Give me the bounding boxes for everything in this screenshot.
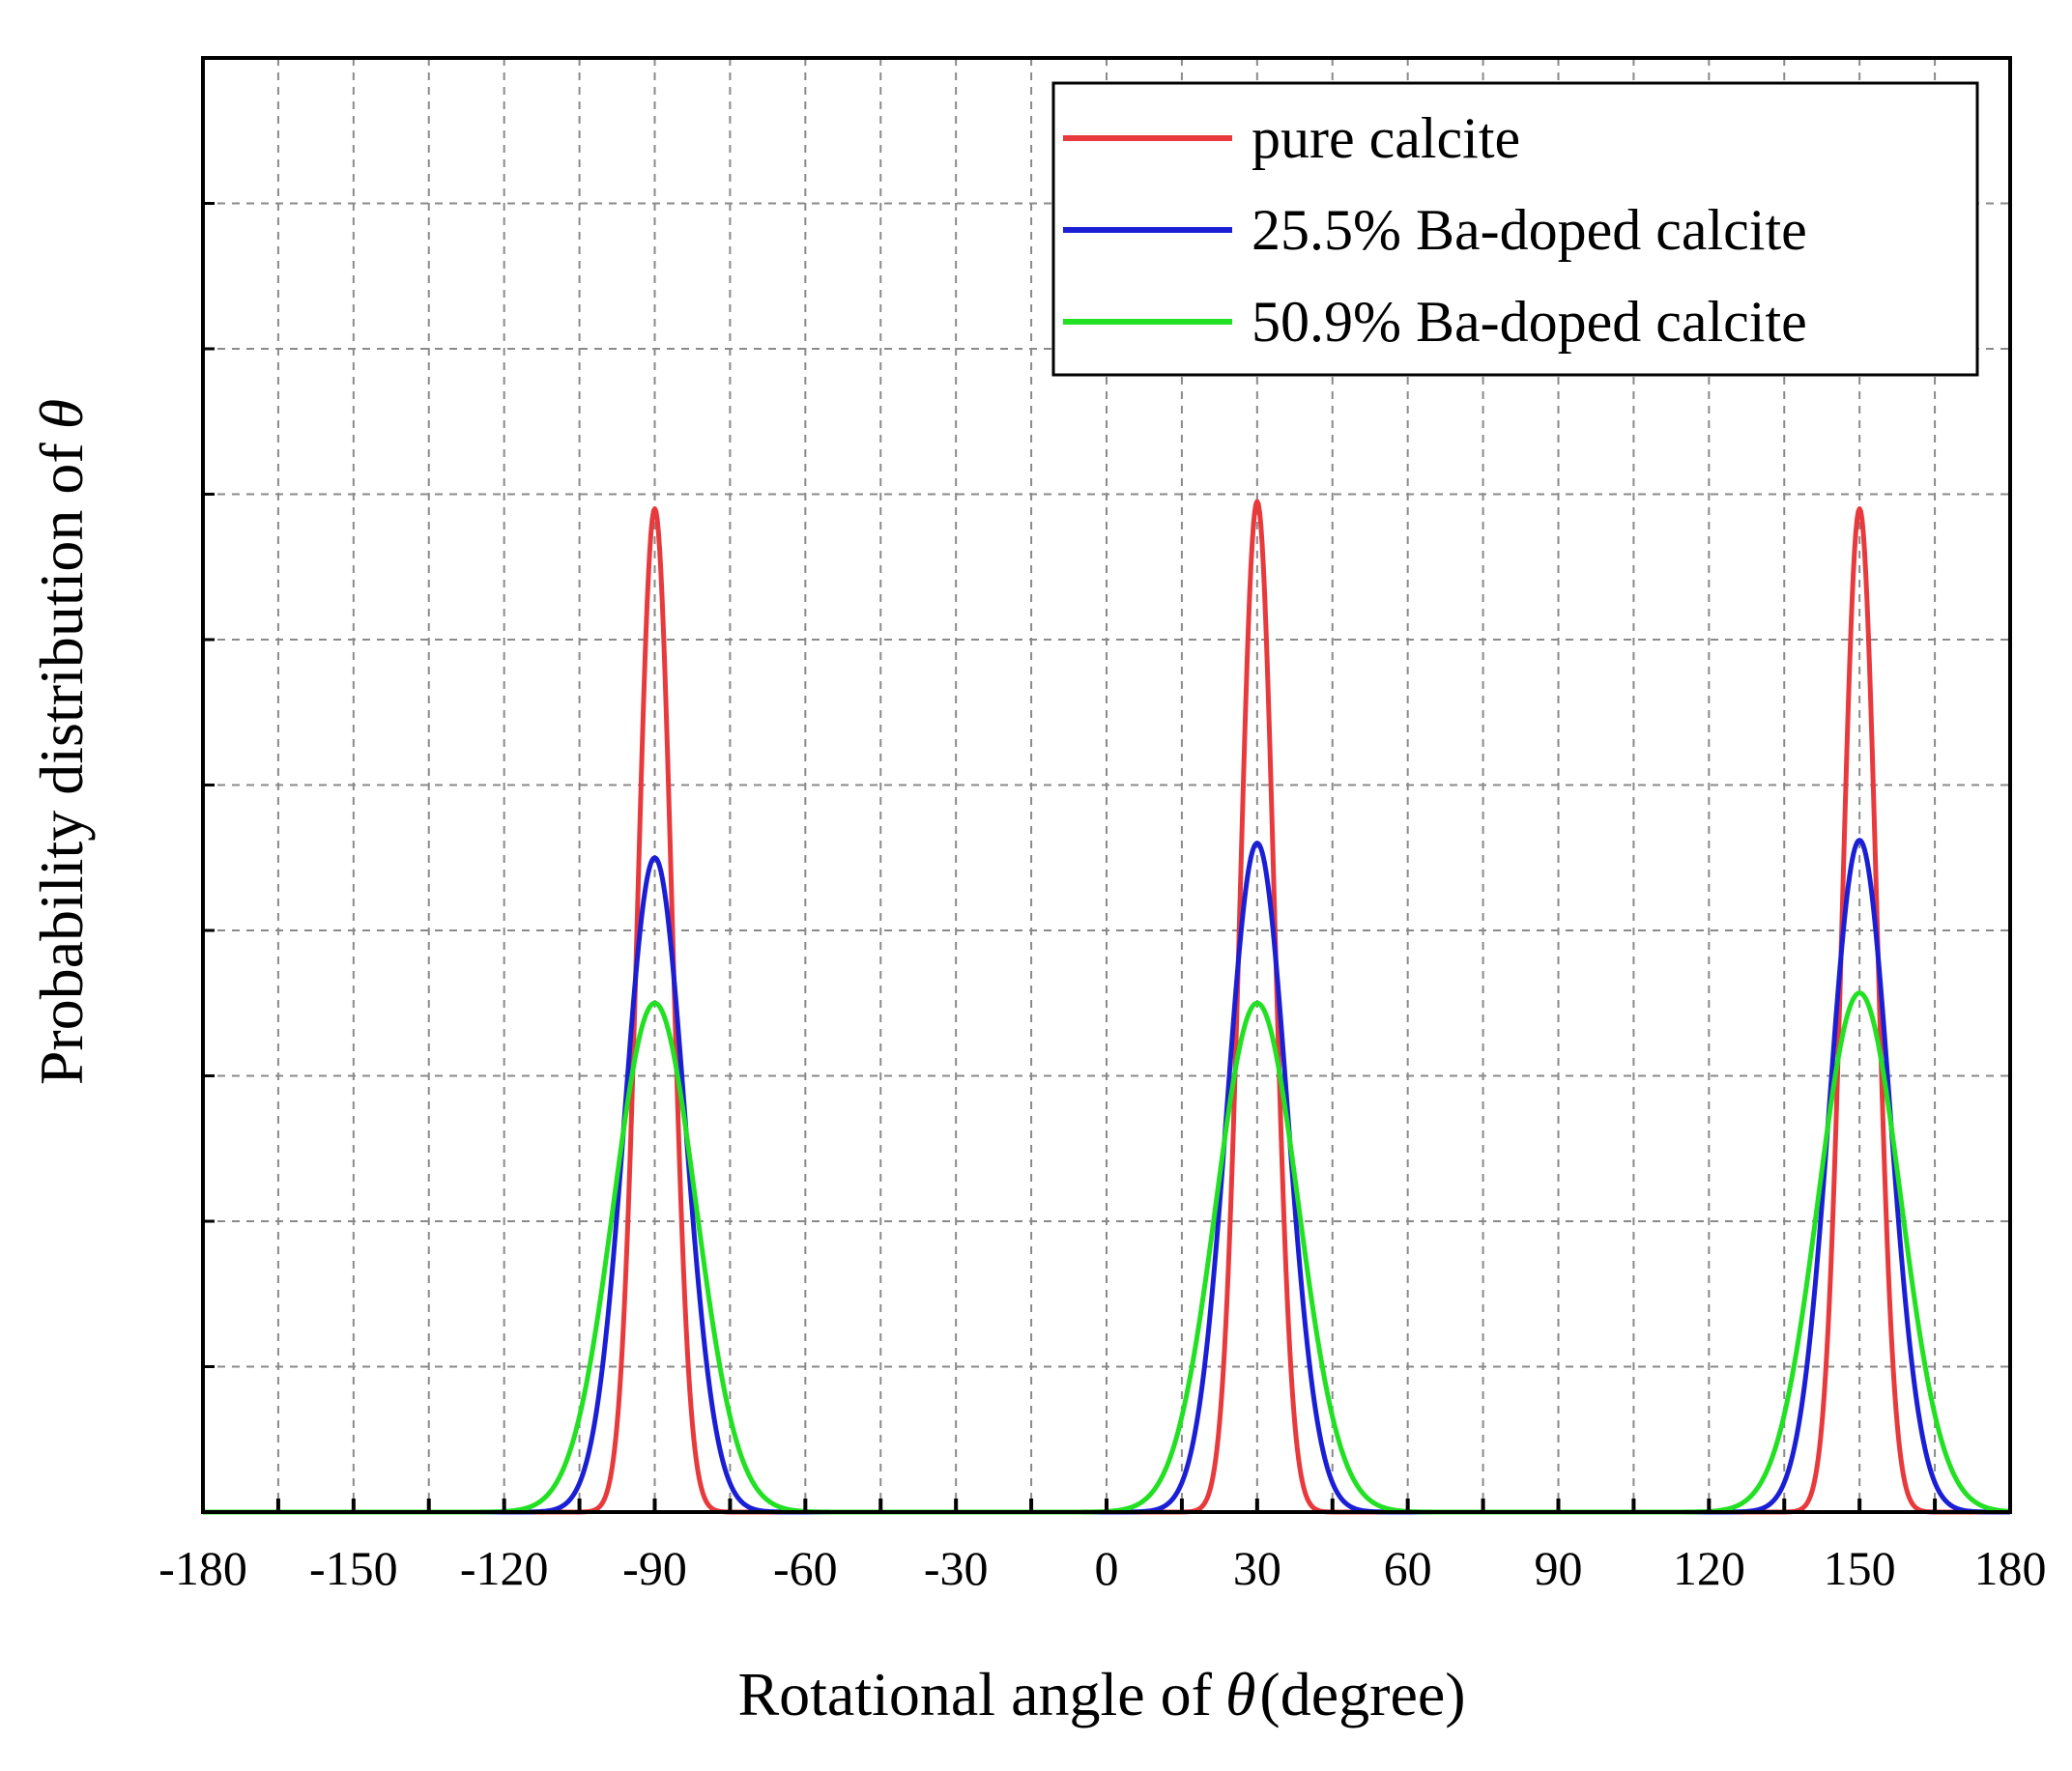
x-tick-label: 0 (1095, 1541, 1119, 1595)
legend-label-25-ba-doped: 25.5% Ba-doped calcite (1252, 198, 1807, 262)
x-tick-label: 30 (1233, 1541, 1281, 1595)
y-axis-label: Probability distribution of θ (27, 399, 96, 1085)
x-tick-label: -150 (309, 1541, 398, 1595)
x-axis-label-text: Rotational angle of (737, 1660, 1212, 1728)
x-tick-label: -180 (158, 1541, 247, 1595)
x-tick-label: 180 (1974, 1541, 2047, 1595)
x-tick-labels: -180 -150 -120 -90 -60 -30 0 30 60 90 120 150 180 (158, 1541, 2046, 1595)
x-tick-label: -90 (622, 1541, 687, 1595)
x-axis-label: Rotational angle of θ(degree) (737, 1660, 1465, 1728)
legend-label-pure-calcite: pure calcite (1252, 106, 1520, 170)
x-tick-label: -120 (460, 1541, 549, 1595)
x-axis-symbol: θ (1225, 1660, 1255, 1728)
x-tick-label: -30 (924, 1541, 989, 1595)
x-tick-label: 150 (1824, 1541, 1896, 1595)
legend: pure calcite 25.5% Ba-doped calcite 50.9… (1051, 81, 1979, 377)
x-tick-label: 90 (1535, 1541, 1583, 1595)
x-axis-unit: (degree) (1259, 1660, 1465, 1728)
x-tick-label: 60 (1384, 1541, 1432, 1595)
x-tick-label: 120 (1673, 1541, 1745, 1595)
y-axis-label-text: Probability distribution of (27, 443, 96, 1086)
x-tick-label: -60 (773, 1541, 838, 1595)
x-ticks (201, 202, 2012, 1514)
y-axis-symbol: θ (27, 399, 96, 429)
legend-label-50-ba-doped: 50.9% Ba-doped calcite (1252, 290, 1807, 354)
